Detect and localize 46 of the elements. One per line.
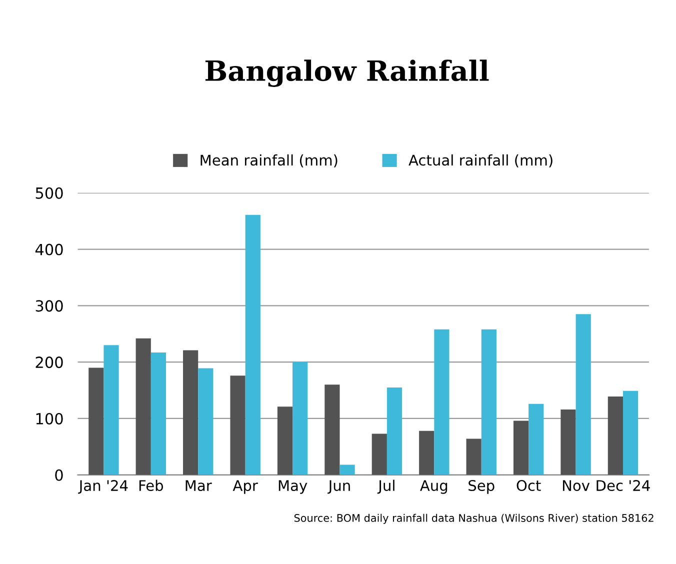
bar [183, 350, 198, 475]
legend-label: Actual rainfall (mm) [408, 154, 552, 168]
bar [245, 214, 260, 475]
bar [150, 352, 166, 475]
bar [481, 329, 496, 475]
bar [104, 345, 119, 475]
chart-title: Bangalow Rainfall [205, 60, 489, 87]
y-tick-label: 0 [55, 469, 63, 481]
bar [513, 420, 529, 475]
bar [622, 390, 638, 475]
bar [560, 409, 576, 475]
x-tick-label: Oct [516, 480, 541, 492]
x-tick-label: Sep [468, 480, 494, 494]
bar [419, 430, 434, 475]
legend-label: Mean rainfall (mm) [200, 154, 338, 168]
y-tick-label: 500 [36, 187, 63, 199]
bar [576, 314, 591, 475]
source-note: Source: BOM daily rainfall data Nashua (Wilsons River) station 58162 [294, 514, 654, 524]
bar [88, 368, 104, 475]
x-tick-label: Dec '24 [596, 480, 650, 492]
x-tick-label: Mar [186, 480, 212, 492]
bar [528, 404, 544, 475]
x-tick-label: Jul [377, 480, 394, 494]
bar [340, 464, 355, 475]
bar [136, 338, 151, 475]
bar [608, 396, 623, 475]
x-tick-label: Jan '24 [78, 480, 128, 494]
x-tick-label: May [278, 480, 308, 494]
bar [230, 376, 246, 475]
bar [292, 362, 308, 475]
bar [372, 434, 387, 475]
bar [277, 406, 293, 475]
y-tick-label: 400 [35, 244, 63, 256]
bar [386, 387, 402, 475]
bar [434, 329, 450, 475]
x-tick-label: Aug [420, 480, 448, 494]
bar [324, 384, 340, 475]
x-tick-label: Jun [328, 480, 350, 494]
x-tick-label: Nov [562, 480, 590, 492]
bar [198, 368, 214, 475]
x-tick-label: Feb [139, 480, 164, 492]
y-tick-label: 100 [36, 412, 63, 425]
bar [466, 438, 482, 475]
x-tick-label: Apr [232, 480, 258, 494]
y-tick-label: 300 [36, 300, 63, 312]
y-tick-label: 200 [36, 356, 63, 368]
